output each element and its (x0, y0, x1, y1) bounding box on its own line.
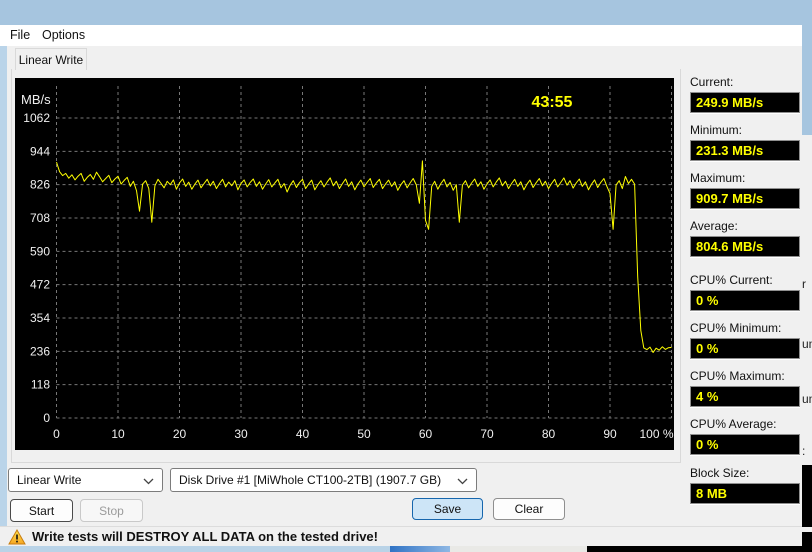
svg-text:30: 30 (234, 427, 248, 441)
background-bottom-edge (0, 546, 812, 552)
stat-cpu-average-value: 0 % (690, 434, 800, 455)
background-window-titlebar-sliver (802, 25, 812, 135)
menu-file[interactable]: File (10, 28, 31, 42)
svg-text:1062: 1062 (23, 111, 50, 125)
test-type-selected-value: Linear Write (17, 473, 82, 487)
background-text-fragment: um: (802, 392, 812, 406)
menu-options[interactable]: Options (42, 28, 86, 42)
svg-text:708: 708 (30, 211, 50, 225)
svg-text:826: 826 (30, 178, 50, 192)
stat-maximum-value: 909.7 MB/s (690, 188, 800, 209)
menu-bar: File Options (0, 25, 802, 46)
chart-svg: 0 118 236 354 472 590 708 826 944 1062 0 10 20 30 40 50… (15, 78, 674, 450)
stat-cpu-maximum-label: CPU% Maximum: (690, 369, 785, 383)
background-value-box-sliver (802, 465, 812, 527)
svg-text:118: 118 (31, 378, 50, 392)
tab-page-border (11, 69, 681, 463)
stat-average-label: Average: (690, 219, 738, 233)
background-window-left-edge (0, 46, 7, 546)
stat-minimum-label: Minimum: (690, 123, 743, 137)
drive-selected-value: Disk Drive #1 [MiWhole CT100-2TB] (1907.… (179, 473, 442, 487)
stat-maximum-label: Maximum: (690, 171, 746, 185)
svg-text:80: 80 (542, 427, 556, 441)
svg-text:50: 50 (357, 427, 371, 441)
drive-select[interactable]: Disk Drive #1 [MiWhole CT100-2TB] (1907.… (170, 468, 477, 492)
background-bottom-segment (450, 546, 587, 552)
svg-text:70: 70 (480, 427, 494, 441)
clear-button[interactable]: Clear (493, 498, 565, 520)
status-bar: Write tests will DESTROY ALL DATA on the… (0, 526, 802, 546)
svg-text:40: 40 (296, 427, 310, 441)
stat-cpu-maximum-value: 4 % (690, 386, 800, 407)
save-button[interactable]: Save (412, 498, 483, 520)
svg-text:90: 90 (603, 427, 617, 441)
stat-cpu-current-label: CPU% Current: (690, 273, 773, 287)
svg-text:472: 472 (30, 278, 50, 292)
test-type-select[interactable]: Linear Write (8, 468, 163, 492)
start-button[interactable]: Start (10, 499, 73, 522)
background-text-fragment: r (802, 277, 806, 291)
background-text-fragment: : (802, 444, 806, 458)
stat-block-size-label: Block Size: (690, 466, 750, 480)
chevron-down-icon (457, 478, 468, 485)
svg-text:590: 590 (30, 244, 50, 258)
stat-cpu-average-label: CPU% Average: (690, 417, 777, 431)
stat-minimum-value: 231.3 MB/s (690, 140, 800, 161)
speed-chart: 0 118 236 354 472 590 708 826 944 1062 0 10 20 30 40 50… (15, 78, 674, 450)
background-text-fragment: um: (802, 337, 812, 351)
background-bottom-segment (587, 546, 812, 552)
svg-text:236: 236 (30, 344, 50, 358)
tab-linear-write[interactable]: Linear Write (15, 48, 87, 70)
warning-icon (8, 528, 26, 544)
stop-button[interactable]: Stop (80, 499, 143, 522)
svg-text:354: 354 (30, 311, 50, 325)
svg-text:MB/s: MB/s (21, 92, 51, 107)
stat-average-value: 804.6 MB/s (690, 236, 800, 257)
stat-cpu-minimum-label: CPU% Minimum: (690, 321, 782, 335)
svg-text:20: 20 (173, 427, 187, 441)
stat-block-size-value: 8 MB (690, 483, 800, 504)
status-warning-text: Write tests will DESTROY ALL DATA on the… (32, 529, 378, 544)
svg-text:0: 0 (53, 427, 60, 441)
svg-text:10: 10 (111, 427, 125, 441)
svg-text:43:55: 43:55 (532, 94, 573, 111)
svg-text:60: 60 (419, 427, 433, 441)
svg-text:100 %: 100 % (639, 427, 673, 441)
background-window-right-edge: r um: um: : (802, 25, 812, 546)
stat-current-label: Current: (690, 75, 734, 89)
stat-current-value: 249.9 MB/s (690, 92, 800, 113)
background-bottom-segment (390, 546, 450, 552)
background-bottom-segment (0, 546, 390, 552)
chevron-down-icon (143, 478, 154, 485)
stat-cpu-minimum-value: 0 % (690, 338, 800, 359)
stat-cpu-current-value: 0 % (690, 290, 800, 311)
window-titlebar[interactable] (0, 0, 812, 25)
background-value-box-sliver (802, 532, 812, 546)
svg-text:0: 0 (43, 411, 50, 425)
svg-text:944: 944 (30, 144, 50, 158)
